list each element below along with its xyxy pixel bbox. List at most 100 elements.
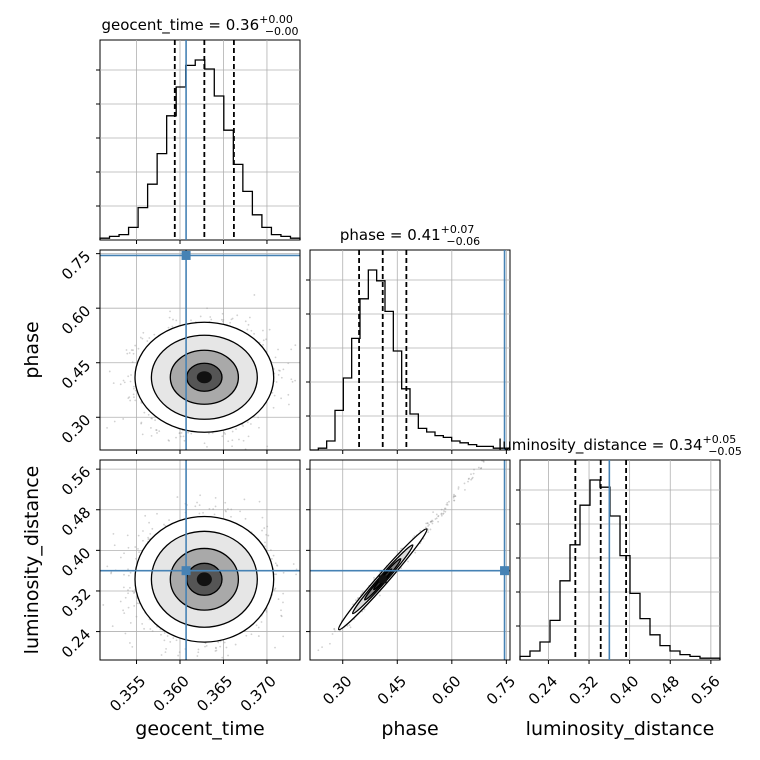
scatter-point <box>231 430 234 433</box>
scatter-point <box>204 645 206 648</box>
scatter-point <box>257 416 260 419</box>
scatter-point <box>243 498 246 501</box>
scatter-point <box>122 586 125 589</box>
scatter-point <box>329 642 331 645</box>
scatter-point <box>426 522 429 525</box>
scatter-point <box>331 633 334 635</box>
title-minus: −0.00 <box>265 25 299 38</box>
scatter-point <box>147 413 150 416</box>
scatter-point <box>177 654 180 657</box>
scatter-point <box>363 608 366 611</box>
scatter-point <box>268 328 271 331</box>
scatter-point <box>431 520 434 523</box>
scatter-point <box>205 644 208 647</box>
scatter-point <box>258 500 261 503</box>
scatter-point <box>130 374 132 376</box>
scatter-point <box>160 633 162 636</box>
scatter-point <box>129 622 132 624</box>
title-minus: −0.05 <box>708 445 742 458</box>
scatter-point <box>221 312 224 315</box>
scatter-point <box>454 495 457 498</box>
scatter-point <box>442 513 444 515</box>
scatter-point <box>213 513 216 516</box>
scatter-point <box>278 369 280 372</box>
scatter-point <box>124 596 127 599</box>
hist-panel-geocent_time: geocent_time = 0.36+0.00 −0.00 <box>96 13 301 241</box>
scatter-point <box>143 411 146 414</box>
scatter-point <box>468 477 470 480</box>
scatter-point <box>231 445 233 448</box>
scatter-point <box>258 426 260 429</box>
scatter-point <box>277 348 279 351</box>
scatter-point <box>280 376 283 379</box>
scatter-point <box>214 650 217 652</box>
scatter-point <box>112 532 115 535</box>
scatter-point <box>132 352 135 355</box>
scatter-point <box>440 508 443 511</box>
scatter-point <box>123 381 126 384</box>
scatter-point <box>127 606 130 609</box>
scatter-point <box>158 430 161 433</box>
scatter-point <box>150 417 153 420</box>
scatter-point <box>142 530 144 532</box>
scatter-point <box>291 380 294 383</box>
scatter-point <box>443 507 446 510</box>
scatter-point <box>214 496 217 499</box>
scatter-point <box>127 568 129 571</box>
scatter-point <box>196 501 198 504</box>
scatter-point <box>135 557 137 560</box>
scatter-point <box>448 500 450 503</box>
scatter-point <box>192 665 194 667</box>
scatter-point <box>262 343 264 346</box>
panel-frame <box>99 459 301 661</box>
scatter-point <box>333 628 336 631</box>
scatter-point <box>168 439 170 442</box>
scatter-point <box>175 319 178 322</box>
density-contour-4 <box>196 572 212 587</box>
scatter-point <box>110 572 112 575</box>
scatter-point <box>225 510 227 513</box>
title-text: geocent_time = 0.36 <box>101 16 259 35</box>
scatter-point <box>275 381 278 383</box>
scatter-point <box>187 431 190 434</box>
scatter-point <box>129 571 132 574</box>
scatter-point <box>264 541 266 544</box>
scatter-point <box>215 647 217 650</box>
scatter-point <box>171 325 174 328</box>
panel-frame <box>519 459 721 661</box>
scatter-point <box>280 614 283 617</box>
scatter-point <box>442 512 445 515</box>
scatter-point <box>321 646 323 649</box>
scatter-point <box>138 551 140 554</box>
scatter-point <box>179 435 182 438</box>
scatter-point <box>132 349 134 352</box>
scatter-point <box>262 339 265 342</box>
scatter-point <box>230 515 232 518</box>
scatter-point <box>134 399 137 402</box>
scatter-point <box>128 396 131 399</box>
scatter-point <box>229 321 232 324</box>
scatter-point <box>127 546 130 549</box>
scatter-point <box>223 431 226 434</box>
scatter-point <box>123 573 125 576</box>
scatter-point <box>163 632 166 634</box>
scatter-point <box>250 633 253 636</box>
scatter-point <box>334 630 336 633</box>
title-minus: −0.06 <box>446 235 480 248</box>
scatter-point <box>295 573 297 576</box>
scatter-point <box>113 420 116 423</box>
scatter-point <box>253 294 256 296</box>
scatter-point <box>141 433 144 436</box>
hist-bar-luminosity_distance <box>519 479 721 660</box>
scatter-point <box>238 438 240 441</box>
scatter-point <box>147 536 150 539</box>
scatter-point <box>253 332 255 335</box>
panel-geocent_time-vs-luminosity_distance <box>94 459 301 667</box>
scatter-point <box>126 534 129 537</box>
scatter-point <box>94 619 96 621</box>
scatter-point <box>215 649 218 652</box>
scatter-point <box>276 564 279 567</box>
scatter-point <box>198 504 201 507</box>
scatter-point <box>143 627 145 630</box>
scatter-point <box>453 495 455 498</box>
